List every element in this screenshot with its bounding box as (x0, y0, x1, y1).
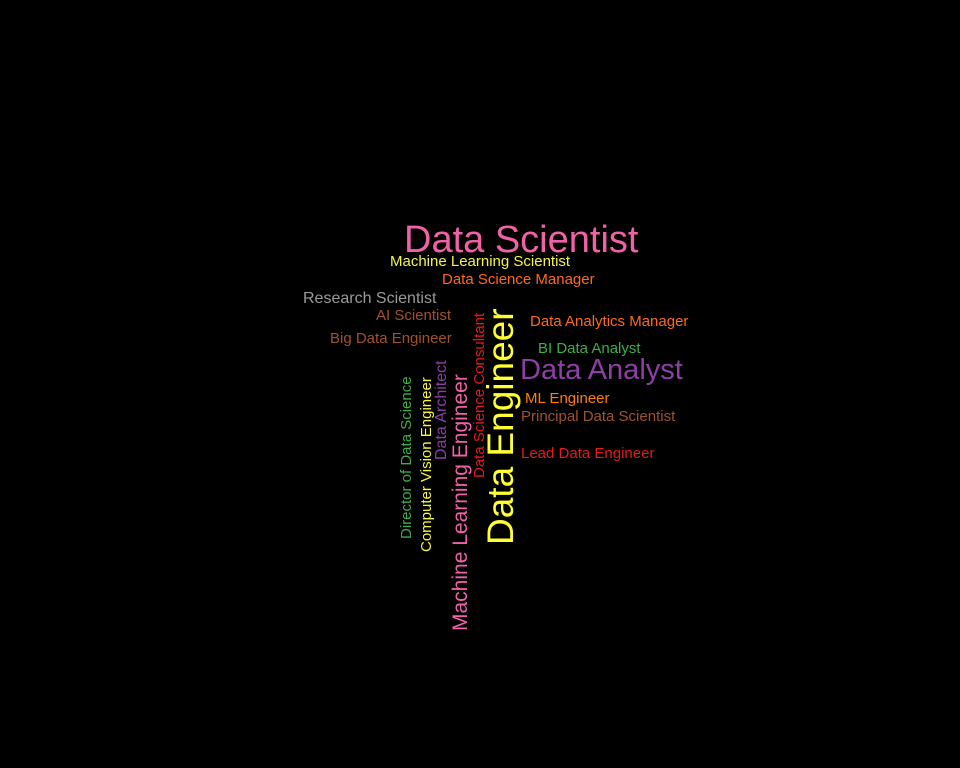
word-data-science-manager: Data Science Manager (442, 271, 595, 288)
word-data-analytics-manager: Data Analytics Manager (530, 313, 689, 330)
word-ml-engineer: ML Engineer (525, 390, 610, 407)
word-computer-vision-engineer: Computer Vision Engineer (418, 377, 435, 552)
word-ai-scientist: AI Scientist (376, 307, 452, 324)
word-machine-learning-engineer: Machine Learning Engineer (449, 374, 472, 631)
word-director-of-data-science: Director of Data Science (398, 376, 415, 539)
word-data-analyst: Data Analyst (520, 354, 683, 386)
word-data-architect: Data Architect (433, 360, 450, 460)
word-bi-data-analyst: BI Data Analyst (538, 340, 641, 357)
word-data-scientist: Data Scientist (404, 219, 639, 261)
word-machine-learning-scientist: Machine Learning Scientist (390, 253, 571, 270)
word-big-data-engineer: Big Data Engineer (330, 330, 452, 347)
word-lead-data-engineer: Lead Data Engineer (521, 445, 655, 462)
word-principal-data-scientist: Principal Data Scientist (521, 408, 676, 425)
word-data-engineer: Data Engineer (480, 308, 521, 545)
word-research-scientist: Research Scientist (303, 290, 437, 307)
